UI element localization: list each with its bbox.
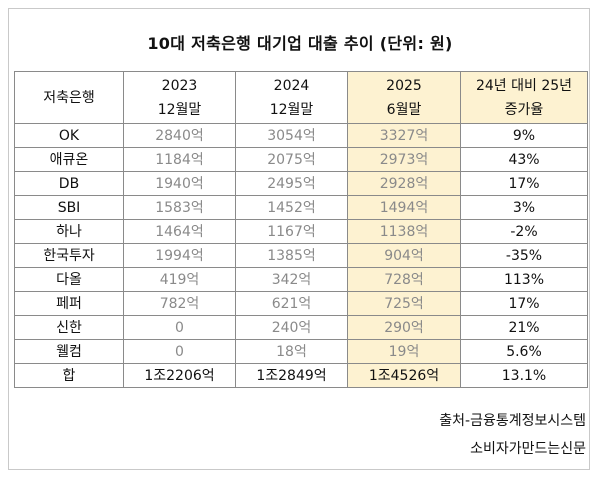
table-row: 하나 1464억 1167억 1138억 -2% — [14, 219, 588, 244]
growth-rate-cell: 21% — [460, 315, 588, 340]
bank-name-cell: 하나 — [14, 219, 124, 244]
total-label-cell: 합 — [14, 363, 124, 388]
growth-rate-cell: -35% — [460, 243, 588, 268]
value-2024-cell: 2495억 — [235, 171, 348, 196]
value-2024-cell: 3054억 — [235, 123, 348, 148]
table-row: SBI 1583억 1452억 1494억 3% — [14, 195, 588, 220]
table-row: 애큐온 1184억 2075억 2973억 43% — [14, 147, 588, 172]
value-2024-cell: 342억 — [235, 267, 348, 292]
table-row: OK 2840억 3054억 3327억 9% — [14, 123, 588, 148]
bank-name-cell: 애큐온 — [14, 147, 124, 172]
growth-rate-cell: 113% — [460, 267, 588, 292]
value-2025-cell: 290억 — [347, 315, 461, 340]
value-2023-cell: 1583억 — [123, 195, 236, 220]
total-2025-cell: 1조4526억 — [347, 363, 461, 388]
growth-rate-cell: 9% — [460, 123, 588, 148]
header-2023: 2023 12월말 — [123, 71, 236, 124]
bank-name-cell: OK — [14, 123, 124, 148]
growth-rate-cell: 3% — [460, 195, 588, 220]
value-2025-cell: 904억 — [347, 243, 461, 268]
table-row: 신한 0 240억 290억 21% — [14, 315, 588, 340]
bank-name-cell: SBI — [14, 195, 124, 220]
growth-rate-cell: -2% — [460, 219, 588, 244]
value-2023-cell: 782억 — [123, 291, 236, 316]
value-2025-cell: 725억 — [347, 291, 461, 316]
growth-rate-cell: 5.6% — [460, 339, 588, 364]
value-2023-cell: 2840억 — [123, 123, 236, 148]
value-2025-cell: 3327억 — [347, 123, 461, 148]
table-row: 페퍼 782억 621억 725억 17% — [14, 291, 588, 316]
value-2023-cell: 0 — [123, 315, 236, 340]
value-2024-cell: 1167억 — [235, 219, 348, 244]
value-2023-cell: 1994억 — [123, 243, 236, 268]
value-2023-cell: 0 — [123, 339, 236, 364]
value-2025-cell: 1494억 — [347, 195, 461, 220]
value-2024-cell: 240억 — [235, 315, 348, 340]
table-row: 다올 419억 342억 728억 113% — [14, 267, 588, 292]
value-2024-cell: 18억 — [235, 339, 348, 364]
value-2025-cell: 728억 — [347, 267, 461, 292]
value-2025-cell: 2928억 — [347, 171, 461, 196]
value-2023-cell: 419억 — [123, 267, 236, 292]
bank-name-cell: DB — [14, 171, 124, 196]
table-row: 웰컴 0 18억 19억 5.6% — [14, 339, 588, 364]
growth-rate-cell: 43% — [460, 147, 588, 172]
value-2023-cell: 1184억 — [123, 147, 236, 172]
total-2024-cell: 1조2849억 — [235, 363, 348, 388]
growth-rate-cell: 17% — [460, 291, 588, 316]
value-2024-cell: 1452억 — [235, 195, 348, 220]
total-rate-cell: 13.1% — [460, 363, 588, 388]
bank-name-cell: 신한 — [14, 315, 124, 340]
table-row: 한국투자 1994억 1385억 904억 -35% — [14, 243, 588, 268]
growth-rate-cell: 17% — [460, 171, 588, 196]
value-2023-cell: 1464억 — [123, 219, 236, 244]
value-2024-cell: 621억 — [235, 291, 348, 316]
total-row: 합 1조2206억 1조2849억 1조4526억 13.1% — [14, 363, 588, 388]
header-bank: 저축은행 — [14, 71, 124, 124]
loan-table: 저축은행 2023 12월말 2024 12월말 2025 6월말 24년 대비 25… — [14, 71, 588, 388]
value-2023-cell: 1940억 — [123, 171, 236, 196]
value-2024-cell: 1385억 — [235, 243, 348, 268]
bank-name-cell: 페퍼 — [14, 291, 124, 316]
bank-name-cell: 한국투자 — [14, 243, 124, 268]
value-2025-cell: 2973억 — [347, 147, 461, 172]
publisher-name: 소비자가만드는신문 — [470, 441, 586, 457]
header-2025: 2025 6월말 — [347, 71, 461, 124]
table-row: DB 1940억 2495억 2928억 17% — [14, 171, 588, 196]
value-2024-cell: 2075억 — [235, 147, 348, 172]
value-2025-cell: 19억 — [347, 339, 461, 364]
bank-name-cell: 웰컴 — [14, 339, 124, 364]
value-2025-cell: 1138억 — [347, 219, 461, 244]
page-title: 10대 저축은행 대기업 대출 추이 (단위: 원) — [147, 34, 453, 53]
header-rate: 24년 대비 25년 증가율 — [460, 71, 588, 124]
header-row: 저축은행 2023 12월말 2024 12월말 2025 6월말 24년 대비 25… — [14, 71, 588, 124]
header-2024: 2024 12월말 — [235, 71, 348, 124]
total-2023-cell: 1조2206억 — [123, 363, 236, 388]
source-note: 출처-금융통계정보시스템 — [439, 413, 586, 429]
bank-name-cell: 다올 — [14, 267, 124, 292]
